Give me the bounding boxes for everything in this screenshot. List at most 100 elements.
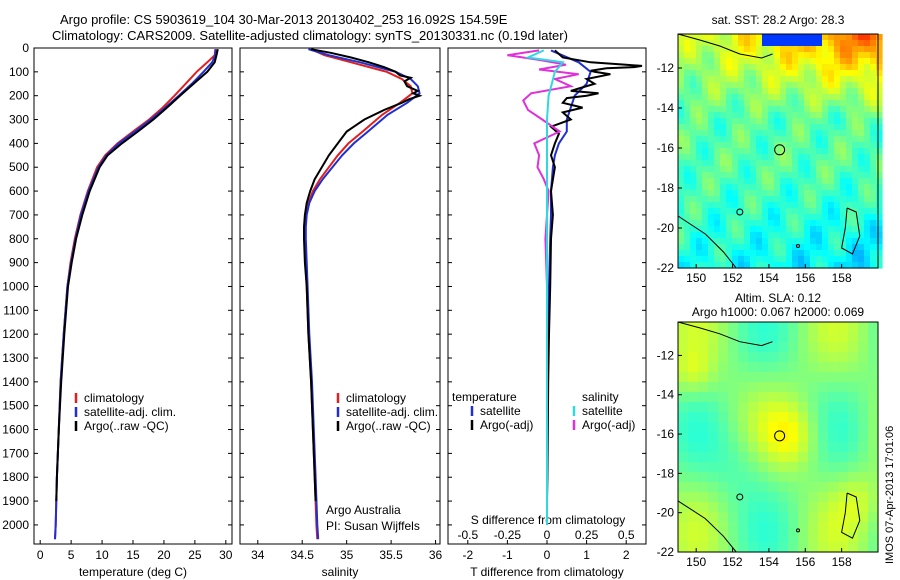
- map-cell: [798, 532, 809, 543]
- map-frame: [677, 33, 879, 269]
- map-cell: [792, 238, 799, 245]
- map-cell: [684, 124, 691, 131]
- map-cell: [834, 106, 841, 113]
- map-cell: [864, 208, 871, 215]
- map-cell: [804, 154, 811, 161]
- map-cell: [798, 58, 805, 65]
- y-tick-label: 1000: [2, 279, 29, 293]
- map-cell: [834, 70, 841, 77]
- map-cell: [838, 402, 849, 413]
- map-cell: [780, 58, 787, 65]
- map-cell: [768, 382, 779, 393]
- map-cell: [726, 220, 733, 227]
- map-cell: [840, 202, 847, 209]
- map-cell: [708, 372, 719, 383]
- map-cell: [828, 130, 835, 137]
- map-y-tick-label: -16: [657, 141, 675, 155]
- map-cell: [810, 76, 817, 83]
- map-cell: [690, 166, 697, 173]
- map-cell: [816, 100, 823, 107]
- map-cell: [840, 244, 847, 251]
- map-cell: [786, 232, 793, 239]
- map-cell: [858, 220, 865, 227]
- map-cell: [714, 196, 721, 203]
- map-cell: [678, 502, 689, 513]
- map-cell: [792, 178, 799, 185]
- map-cell: [822, 154, 829, 161]
- map-cell: [864, 166, 871, 173]
- map-cell: [846, 214, 853, 221]
- map-cell: [728, 522, 739, 533]
- map-cell: [798, 412, 809, 423]
- map-cell: [804, 250, 811, 257]
- map-cell: [792, 52, 799, 59]
- map-cell: [738, 462, 749, 473]
- map-cell: [732, 70, 739, 77]
- map-cell: [838, 482, 849, 493]
- map-cell: [822, 100, 829, 107]
- map-cell: [678, 136, 685, 143]
- map-cell: [758, 542, 769, 553]
- map-cell: [738, 238, 745, 245]
- map-cell: [804, 190, 811, 197]
- map-cell: [774, 58, 781, 65]
- map-cell: [762, 58, 769, 65]
- map-cell: [696, 154, 703, 161]
- map-cell: [738, 34, 745, 41]
- plot-frame: [239, 47, 441, 545]
- map-cell: [798, 542, 809, 553]
- map-cell: [868, 472, 879, 483]
- map-cell: [780, 190, 787, 197]
- map-cell: [864, 124, 871, 131]
- map-cell: [818, 332, 829, 343]
- map-cell: [778, 432, 789, 443]
- map-cell: [768, 472, 779, 483]
- map-cell: [778, 522, 789, 533]
- map-cell: [840, 124, 847, 131]
- map-cell: [864, 88, 871, 95]
- map-cell: [876, 106, 883, 113]
- map-cell: [852, 226, 859, 233]
- map-cell: [768, 124, 775, 131]
- reef-marker: [796, 528, 800, 533]
- map-cell: [876, 100, 883, 107]
- map-cell: [780, 40, 787, 47]
- map-cell: [810, 52, 817, 59]
- map-cell: [804, 202, 811, 209]
- map-cell: [750, 94, 757, 101]
- s-tick-label: 0: [544, 528, 551, 542]
- map-cell: [858, 58, 865, 65]
- map-cell: [840, 34, 847, 41]
- map-cell: [726, 238, 733, 245]
- map-cell: [834, 34, 841, 41]
- map-cell: [744, 196, 751, 203]
- map-cell: [718, 432, 729, 443]
- map-cell: [822, 196, 829, 203]
- map-cell: [732, 166, 739, 173]
- map-cell: [708, 172, 715, 179]
- coastline-qld: [677, 500, 737, 553]
- map-cell: [788, 412, 799, 423]
- map-cell: [758, 432, 769, 443]
- map-cell: [762, 130, 769, 137]
- map-cell: [808, 542, 819, 553]
- map-cell: [702, 52, 709, 59]
- map-cell: [750, 148, 757, 155]
- map-cell: [768, 482, 779, 493]
- map-cell: [768, 226, 775, 233]
- map-cell: [810, 112, 817, 119]
- map-cell: [702, 226, 709, 233]
- map-cell: [756, 220, 763, 227]
- map-cell: [748, 432, 759, 443]
- map-cell: [828, 322, 839, 333]
- map-cell: [876, 202, 883, 209]
- map-cell: [738, 442, 749, 453]
- map-cell: [788, 352, 799, 363]
- map-cell: [838, 462, 849, 473]
- map-cell: [818, 542, 829, 553]
- map-cell: [738, 472, 749, 483]
- map-cell: [726, 160, 733, 167]
- map-cell: [762, 52, 769, 59]
- map-cell: [870, 142, 877, 149]
- map-cell: [744, 118, 751, 125]
